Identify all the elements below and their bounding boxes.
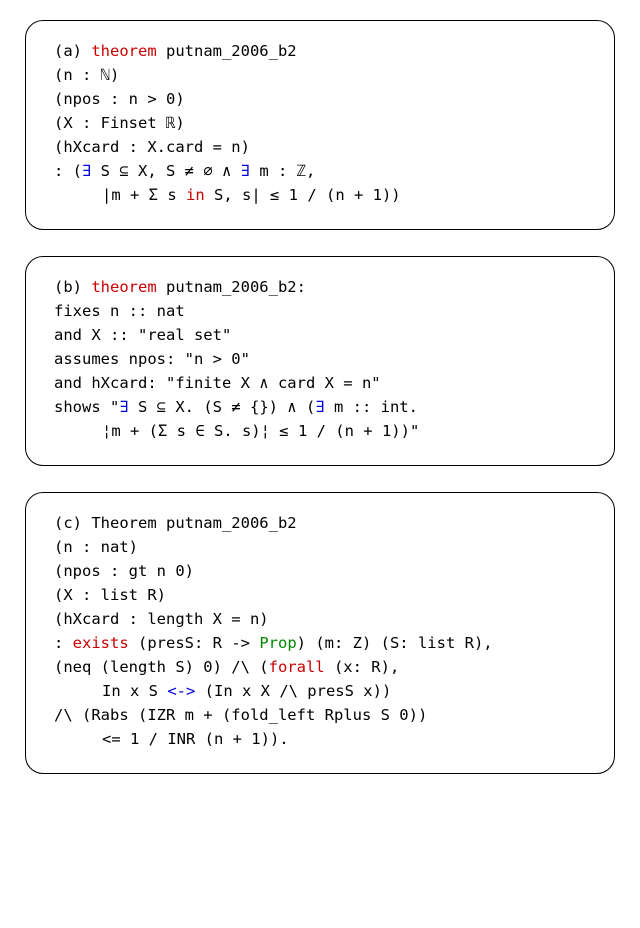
code-line: (b) theorem putnam_2006_b2: [54,275,586,299]
code-line: (hXcard : X.card = n) [54,135,586,159]
code-token: <= 1 / INR (n + 1)). [102,730,289,748]
code-token: ) (m: Z) (S: list R), [297,634,493,652]
code-token: (npos : n > 0) [54,90,185,108]
code-token: (x: R), [325,658,400,676]
code-panel-c: (c) Theorem putnam_2006_b2 (n : nat) (npos… [25,492,615,774]
indented-line: In x S <-> (In x X /\ presS x)) [54,679,391,703]
code-token: In x S [102,682,167,700]
code-line: : (∃ S ⊆ X, S ≠ ∅ ∧ ∃ m : ℤ, [54,159,586,183]
code-token: putnam_2006_b2: [157,278,306,296]
code-token: : ( [54,162,82,180]
code-token: (c) Theorem putnam_2006_b2 [54,514,297,532]
code-token: fixes n :: nat [54,302,185,320]
code-line: (c) Theorem putnam_2006_b2 [54,511,586,535]
keyword-token: ∃ [82,162,91,180]
code-line: (a) theorem putnam_2006_b2 [54,39,586,63]
code-line: (X : list R) [54,583,586,607]
code-token: and hXcard: "finite X ∧ card X = n" [54,374,381,392]
code-token: (hXcard : length X = n) [54,610,269,628]
indented-line: |m + Σ s in S, s| ≤ 1 / (n + 1)) [54,183,401,207]
code-line: (X : Finset ℝ) [54,111,586,135]
code-token: (X : list R) [54,586,166,604]
code-line: ¦m + (Σ s ∈ S. s)¦ ≤ 1 / (n + 1))" [54,419,586,443]
code-token: and X :: "real set" [54,326,231,344]
keyword-token: ∃ [241,162,250,180]
code-token: m :: int. [325,398,418,416]
code-line: and X :: "real set" [54,323,586,347]
code-line: (n : nat) [54,535,586,559]
code-token: (b) [54,278,91,296]
code-line: (npos : n > 0) [54,87,586,111]
keyword-token: ∃ [315,398,324,416]
keyword-token: <-> [167,682,195,700]
keyword-token: in [186,186,205,204]
code-token: /\ (Rabs (IZR m + (fold_left Rplus S 0)) [54,706,427,724]
keyword-token: ∃ [119,398,128,416]
keyword-token: theorem [91,278,156,296]
code-line: (hXcard : length X = n) [54,607,586,631]
keyword-token: forall [269,658,325,676]
code-line: (npos : gt n 0) [54,559,586,583]
code-panel-a: (a) theorem putnam_2006_b2 (n : ℕ) (npos :… [25,20,615,230]
code-token: (presS: R -> [129,634,260,652]
code-panel-b: (b) theorem putnam_2006_b2:fixes n :: na… [25,256,615,466]
code-token: (n : nat) [54,538,138,556]
code-token: ¦m + (Σ s ∈ S. s)¦ ≤ 1 / (n + 1))" [102,422,419,440]
code-token: S ⊆ X. (S ≠ {}) ∧ ( [129,398,316,416]
code-token: putnam_2006_b2 [157,42,297,60]
keyword-token: Prop [259,634,296,652]
code-line: : exists (presS: R -> Prop) (m: Z) (S: l… [54,631,586,655]
code-line: assumes npos: "n > 0" [54,347,586,371]
code-token: S, s| ≤ 1 / (n + 1)) [205,186,401,204]
code-token: m : ℤ, [250,162,315,180]
code-line: /\ (Rabs (IZR m + (fold_left Rplus S 0)) [54,703,586,727]
code-line: fixes n :: nat [54,299,586,323]
code-line: In x S <-> (In x X /\ presS x)) [54,679,586,703]
code-token: assumes npos: "n > 0" [54,350,250,368]
code-line: (neq (length S) 0) /\ (forall (x: R), [54,655,586,679]
code-line: <= 1 / INR (n + 1)). [54,727,586,751]
code-token: (a) [54,42,91,60]
indented-line: ¦m + (Σ s ∈ S. s)¦ ≤ 1 / (n + 1))" [54,419,419,443]
code-token: (hXcard : X.card = n) [54,138,250,156]
code-line: shows "∃ S ⊆ X. (S ≠ {}) ∧ (∃ m :: int. [54,395,586,419]
code-token: (In x X /\ presS x)) [195,682,391,700]
code-line: (n : ℕ) [54,63,586,87]
code-token: (n : ℕ) [54,66,119,84]
code-token: S ⊆ X, S ≠ ∅ ∧ [91,162,240,180]
code-line: and hXcard: "finite X ∧ card X = n" [54,371,586,395]
code-token: (X : Finset ℝ) [54,114,185,132]
keyword-token: theorem [91,42,156,60]
keyword-token: exists [73,634,129,652]
code-token: shows " [54,398,119,416]
code-token: (npos : gt n 0) [54,562,194,580]
code-line: |m + Σ s in S, s| ≤ 1 / (n + 1)) [54,183,586,207]
indented-line: <= 1 / INR (n + 1)). [54,727,289,751]
code-token: |m + Σ s [102,186,186,204]
code-token: (neq (length S) 0) /\ ( [54,658,269,676]
code-token: : [54,634,73,652]
